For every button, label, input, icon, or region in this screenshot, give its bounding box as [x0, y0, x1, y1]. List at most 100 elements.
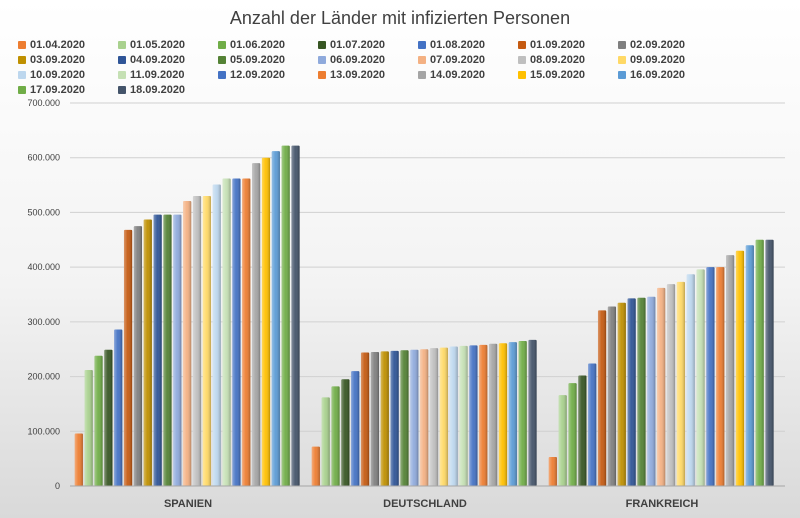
- y-tick-label: 500.000: [27, 207, 60, 217]
- legend-item: 01.04.2020: [18, 38, 118, 51]
- legend-swatch: [618, 55, 626, 64]
- legend-item: 03.09.2020: [18, 53, 118, 66]
- legend-item: 15.09.2020: [518, 68, 618, 81]
- bar-shading: [331, 386, 340, 486]
- bar-shading: [222, 178, 231, 486]
- bar-shading: [212, 184, 221, 486]
- legend-swatch: [18, 70, 26, 79]
- legend-label: 01.08.2020: [430, 38, 486, 51]
- x-category-label: SPANIEN: [164, 498, 212, 510]
- legend-swatch: [318, 40, 326, 49]
- legend-label: 01.04.2020: [30, 38, 86, 51]
- bar-shading: [94, 355, 103, 486]
- legend-label: 12.09.2020: [230, 68, 286, 81]
- bar-shading: [498, 343, 508, 486]
- bar-shading: [716, 267, 725, 486]
- legend-label: 18.09.2020: [130, 83, 186, 96]
- legend-item: 05.09.2020: [218, 53, 318, 66]
- bar-shading: [163, 214, 172, 487]
- legend-label: 07.09.2020: [430, 53, 486, 66]
- legend-label: 01.07.2020: [330, 38, 386, 51]
- legend-item: 01.05.2020: [118, 38, 218, 51]
- legend-label: 06.09.2020: [330, 53, 386, 66]
- legend-swatch: [418, 70, 426, 79]
- bar-shading: [735, 250, 745, 486]
- legend-swatch: [418, 40, 426, 49]
- bar-shading: [104, 349, 113, 486]
- bar-shading: [271, 151, 280, 487]
- bar-shading: [755, 239, 764, 486]
- y-tick-label: 0: [55, 481, 60, 491]
- legend-swatch: [118, 55, 126, 64]
- legend-swatch: [18, 55, 26, 64]
- bar-shading: [637, 297, 646, 486]
- bar-shading: [232, 178, 241, 486]
- bar-shading: [657, 287, 666, 486]
- y-tick-label: 200.000: [27, 372, 60, 382]
- bar-shading: [143, 219, 152, 486]
- bar-shading: [745, 245, 754, 486]
- bar-shading: [558, 395, 567, 486]
- bar-shading: [439, 347, 448, 486]
- legend-item: 01.06.2020: [218, 38, 318, 51]
- legend-item: 18.09.2020: [118, 83, 218, 96]
- legend-swatch: [518, 55, 526, 64]
- legend-item: 02.09.2020: [618, 38, 718, 51]
- legend-swatch: [618, 70, 626, 79]
- legend-item: 14.09.2020: [418, 68, 518, 81]
- legend-label: 16.09.2020: [630, 68, 686, 81]
- legend-label: 05.09.2020: [230, 53, 286, 66]
- legend-item: 06.09.2020: [318, 53, 418, 66]
- y-tick-label: 300.000: [27, 317, 60, 327]
- legend-label: 04.09.2020: [130, 53, 186, 66]
- bar-shading: [666, 284, 676, 486]
- bar-shading: [74, 433, 83, 486]
- y-tick-label: 100.000: [27, 426, 60, 436]
- bar-shading: [479, 344, 488, 486]
- chart-legend: 01.04.2020 01.05.2020 01.06.2020 01.07.2020…: [18, 38, 798, 96]
- legend-item: 09.09.2020: [618, 53, 718, 66]
- bar-shading: [588, 363, 597, 486]
- legend-label: 15.09.2020: [530, 68, 586, 81]
- bar-shading: [133, 226, 143, 486]
- legend-item: 01.07.2020: [318, 38, 418, 51]
- bar-shading: [647, 296, 656, 486]
- legend-label: 08.09.2020: [530, 53, 586, 66]
- bar-shading: [351, 371, 360, 486]
- legend-swatch: [218, 40, 226, 49]
- legend-label: 17.09.2020: [30, 83, 86, 96]
- bar-shading: [528, 339, 537, 486]
- bar-shading: [261, 157, 271, 486]
- legend-item: 11.09.2020: [118, 68, 218, 81]
- bar-shading: [410, 349, 419, 486]
- chart-title: Anzahl der Länder mit infizierten Person…: [229, 8, 571, 28]
- bar-shading: [627, 298, 636, 486]
- bar-shading: [341, 379, 350, 486]
- legend-item: 17.09.2020: [18, 83, 118, 96]
- bar-shading: [183, 200, 192, 486]
- bar-shading: [114, 329, 123, 486]
- bar-shading: [173, 214, 182, 487]
- legend-swatch: [218, 70, 226, 79]
- legend-swatch: [218, 55, 226, 64]
- bar-shading: [449, 346, 458, 486]
- legend-swatch: [518, 40, 526, 49]
- legend-item: 01.09.2020: [518, 38, 618, 51]
- bar-shading: [676, 281, 685, 486]
- legend-label: 01.06.2020: [230, 38, 286, 51]
- legend-item: 04.09.2020: [118, 53, 218, 66]
- legend-item: 01.08.2020: [418, 38, 518, 51]
- legend-label: 02.09.2020: [630, 38, 686, 51]
- bar-shading: [765, 239, 774, 486]
- bar-shading: [252, 163, 261, 486]
- bar-shading: [360, 352, 370, 486]
- legend-swatch: [418, 55, 426, 64]
- legend-label: 01.09.2020: [530, 38, 586, 51]
- bar-shading: [311, 446, 320, 486]
- bar-shading: [192, 196, 202, 486]
- legend-item: 12.09.2020: [218, 68, 318, 81]
- legend-item: 13.09.2020: [318, 68, 418, 81]
- bar-shading: [518, 341, 527, 486]
- bar-shading: [696, 269, 705, 486]
